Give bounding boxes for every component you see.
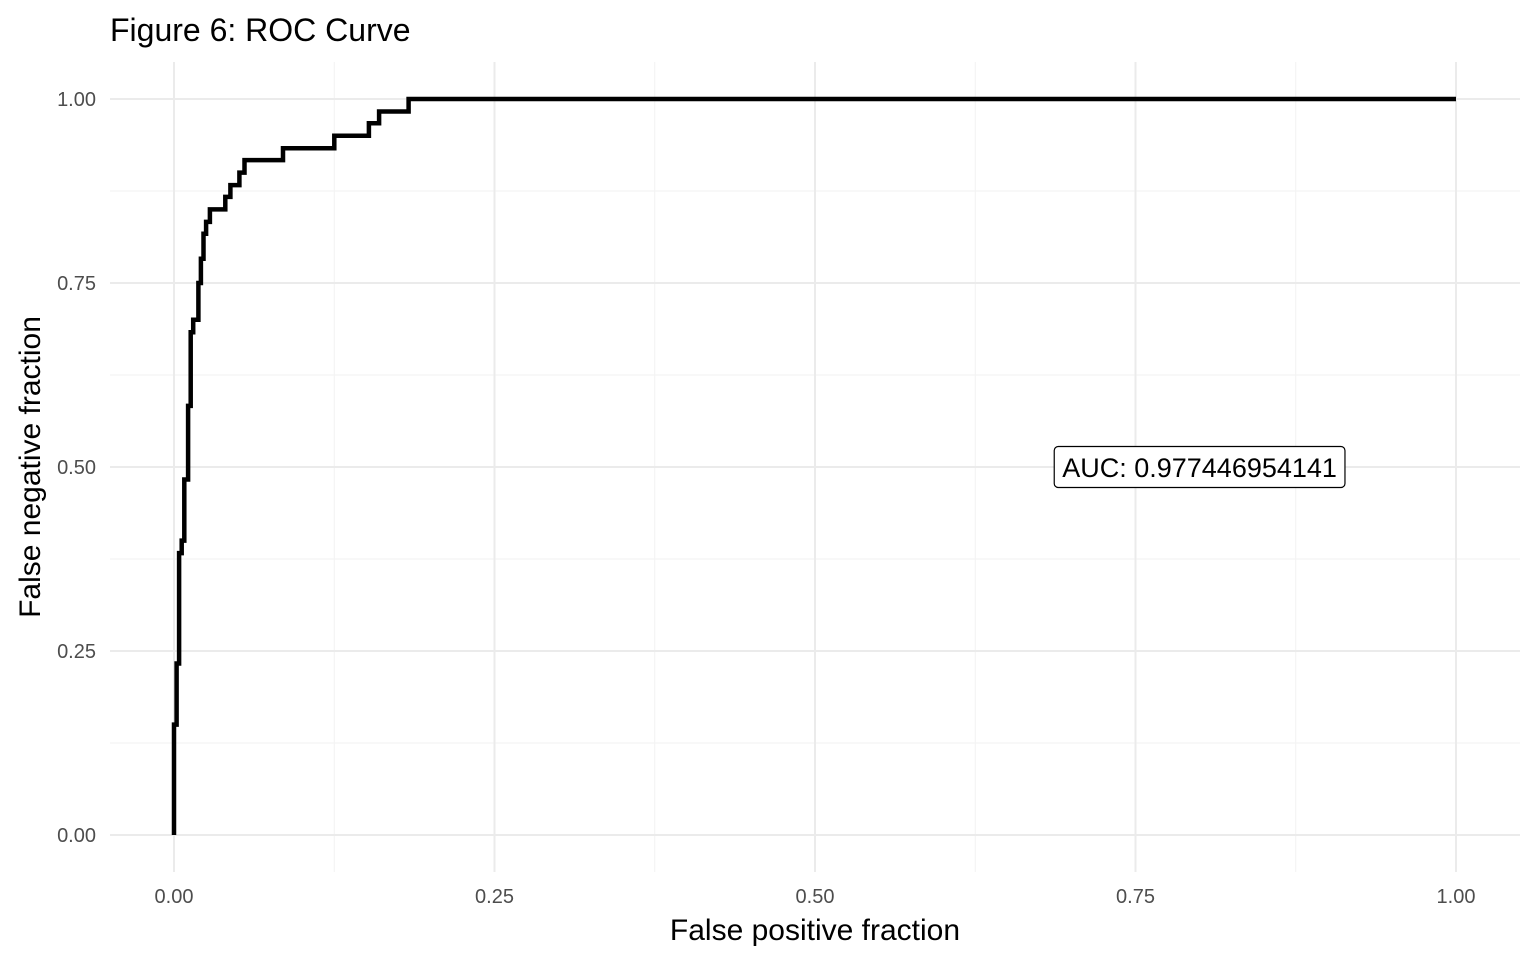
auc-label: AUC: 0.977446954141: [1062, 453, 1337, 483]
y-tick-label: 0.50: [57, 457, 96, 479]
y-tick-label: 0.00: [57, 825, 96, 847]
roc-curve-line: [171, 96, 1456, 835]
y-tick-label: 1.00: [57, 89, 96, 111]
auc-annotation: AUC: 0.977446954141: [1053, 445, 1346, 489]
auc-label-box: [1053, 445, 1346, 489]
plot-marks: [171, 96, 1456, 835]
y-axis-title: False negative fraction: [14, 316, 47, 618]
x-tick-label: 0.25: [475, 886, 514, 908]
y-axis-tick-labels: 0.00 0.25 0.50 0.75 1.00: [57, 89, 96, 847]
x-tick-label: 0.50: [796, 886, 835, 908]
y-tick-label: 0.25: [57, 641, 96, 663]
chart-title: Figure 6: ROC Curve: [110, 12, 411, 48]
y-tick-label: 0.75: [57, 273, 96, 295]
x-tick-label: 1.00: [1437, 886, 1476, 908]
x-tick-label: 0.00: [155, 886, 194, 908]
x-axis-tick-labels: 0.00 0.25 0.50 0.75 1.00: [155, 886, 1476, 908]
x-axis-title: False positive fraction: [670, 914, 960, 947]
x-tick-label: 0.75: [1116, 886, 1155, 908]
